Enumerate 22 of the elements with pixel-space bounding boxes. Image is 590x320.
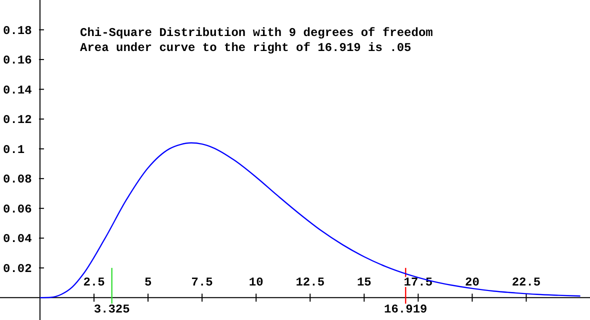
text: Area under curve to the right of 16.919 is .05	[80, 41, 412, 55]
x-tick-label: 20	[465, 276, 480, 290]
x-tick-label: 10	[248, 276, 264, 290]
line-series	[39, 142, 581, 298]
y-tick-label: 0.1	[3, 142, 25, 157]
y-tick-label: 0.16	[3, 54, 32, 68]
text: Chi-Square Distribution with 9 degrees of freedom	[80, 26, 433, 40]
y-tick-label: 0.18	[3, 24, 32, 38]
x-tick-label: 15	[356, 276, 372, 290]
x-tick-label: 5	[144, 276, 152, 290]
ref-line-label: 3.325	[94, 302, 130, 317]
x-tick-label: 22.5	[512, 276, 541, 290]
y-tick-label: 0.08	[3, 172, 32, 187]
ref-line-label: 16.919	[384, 302, 428, 317]
y-tick-label: 0.02	[3, 262, 32, 276]
x-tick-label: 7.5	[191, 276, 213, 290]
y-tick-label: 0.06	[3, 202, 32, 216]
x-tick-label: 12.5	[296, 276, 325, 290]
y-tick-label: 0.04	[3, 232, 32, 246]
x-tick-label: 2.5	[83, 276, 105, 290]
y-tick-label: 0.12	[3, 113, 32, 128]
y-tick-label: 0.14	[3, 83, 32, 98]
